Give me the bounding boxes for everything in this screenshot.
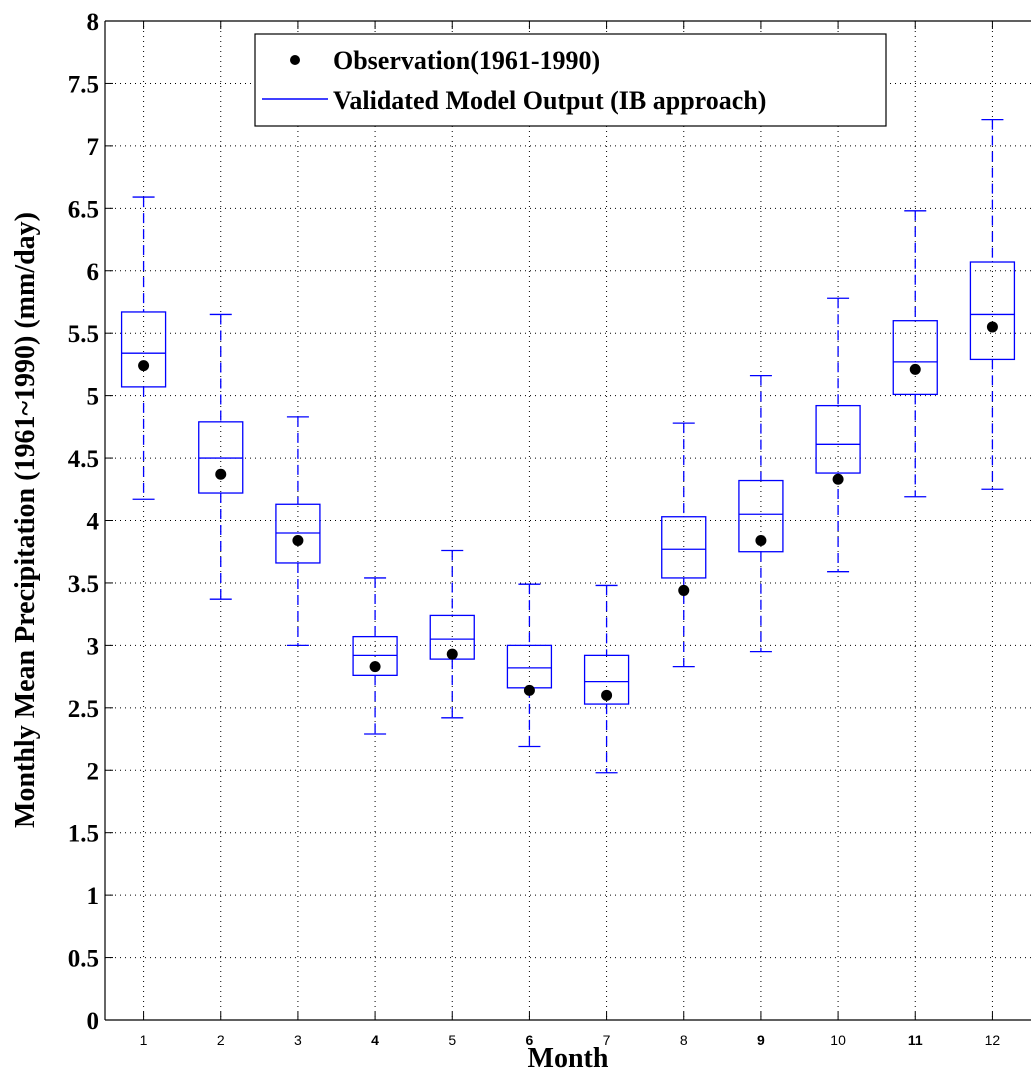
plot-area — [105, 21, 1031, 1020]
y-tick-label: 7.5 — [68, 71, 99, 98]
y-tick-label: 6 — [87, 259, 100, 286]
x-tick-label: 8 — [680, 1032, 688, 1048]
x-tick-label: 10 — [830, 1032, 846, 1048]
y-axis-label: Monthly Mean Precipitation (1961~1990) (… — [10, 212, 41, 828]
legend-box — [254, 33, 887, 127]
box-month-9 — [738, 374, 784, 653]
observation-point-6 — [523, 684, 535, 696]
box-month-12 — [969, 119, 1016, 490]
iqr-box — [892, 320, 938, 396]
iqr-box — [815, 404, 861, 474]
observation-point-12 — [986, 321, 998, 333]
y-tick-label: 4 — [87, 509, 100, 536]
x-tick-label: 9 — [757, 1032, 765, 1048]
y-tick-label: 3 — [87, 633, 100, 660]
x-axis-label: Month — [528, 1043, 609, 1074]
x-tick-label: 11 — [908, 1032, 923, 1048]
axes — [104, 20, 1031, 1021]
y-tick-label: 4.5 — [68, 446, 99, 473]
iqr-box — [969, 261, 1016, 361]
y-tick-label: 6.5 — [68, 196, 99, 223]
box-month-7 — [583, 584, 630, 774]
box-month-11 — [892, 210, 938, 498]
x-tick-label: 7 — [603, 1032, 611, 1048]
y-tick-label: 2.5 — [68, 696, 99, 723]
x-tick-label: 6 — [526, 1032, 534, 1048]
legend-observation-label: Observation(1961-1990) — [333, 46, 600, 75]
box-month-3 — [275, 416, 321, 647]
y-tick-label: 5 — [87, 384, 100, 411]
observation-point-3 — [292, 534, 304, 546]
y-tick-label: 7 — [87, 134, 100, 161]
box-month-8 — [661, 422, 707, 668]
observation-point-2 — [215, 468, 227, 480]
y-tick-labels: 0 0.5 1 1.5 2 2.5 3 3.5 4 4.5 5 5.5 6 6.5 7 7.5 8 — [68, 9, 100, 1035]
legend: Observation(1961-1990) Validated Model O… — [254, 33, 887, 127]
observation-point-8 — [678, 584, 690, 596]
observation-point-10 — [832, 473, 844, 485]
observation-point-4 — [369, 661, 381, 673]
box-month-4 — [352, 577, 398, 735]
y-tick-label: 0 — [87, 1008, 100, 1035]
y-tick-label: 1.5 — [68, 821, 99, 848]
observation-point-9 — [755, 534, 767, 546]
y-tick-label: 2 — [87, 758, 100, 785]
x-tick-label: 4 — [371, 1032, 379, 1048]
observation-point-7 — [601, 689, 613, 701]
y-tick-label: 0.5 — [68, 946, 99, 973]
box-month-1 — [120, 196, 167, 500]
iqr-box — [661, 516, 707, 579]
x-tick-label: 12 — [985, 1032, 1001, 1048]
observation-point-11 — [909, 363, 921, 375]
box-month-10 — [815, 297, 861, 573]
observation-point-5 — [446, 648, 458, 660]
y-tick-label: 3.5 — [68, 571, 99, 598]
x-tick-label: 3 — [294, 1032, 302, 1048]
x-tick-label: 5 — [448, 1032, 456, 1048]
observation-point-1 — [138, 360, 150, 372]
iqr-box — [738, 479, 784, 553]
legend-model-label: Validated Model Output (IB approach) — [333, 86, 766, 115]
x-tick-label: 2 — [217, 1032, 225, 1048]
y-tick-label: 1 — [87, 883, 100, 910]
y-tick-label: 5.5 — [68, 321, 99, 348]
observation-points — [138, 321, 998, 701]
iqr-box — [120, 311, 167, 388]
x-tick-label: 1 — [140, 1032, 148, 1048]
legend-observation-marker — [290, 55, 300, 65]
box-month-2 — [198, 313, 244, 600]
iqr-box — [583, 654, 630, 705]
model-boxes — [120, 119, 1016, 774]
y-tick-label: 8 — [87, 9, 100, 36]
x-tick-labels: 1 2 3 4 5 6 7 8 9 10 11 12 — [140, 1032, 1001, 1048]
